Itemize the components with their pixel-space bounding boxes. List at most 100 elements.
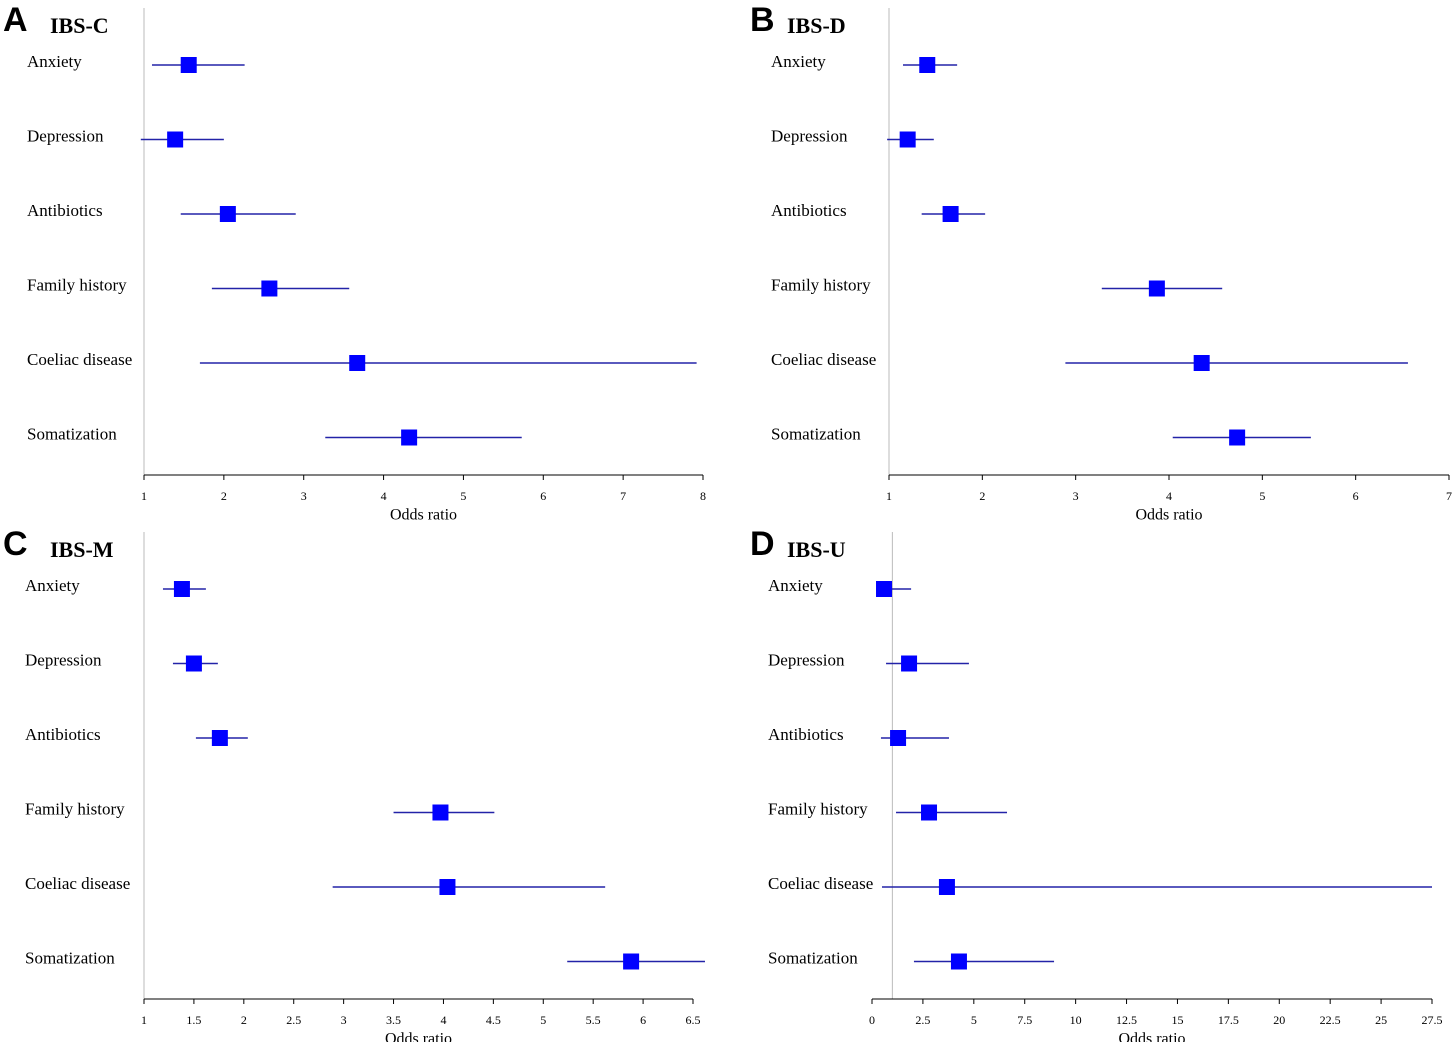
odds-ratio-marker: [1229, 429, 1246, 446]
category-label: Antibiotics: [771, 201, 847, 220]
odds-ratio-marker: [623, 953, 640, 970]
category-label: Coeliac disease: [768, 874, 873, 893]
category-label: Antibiotics: [27, 201, 103, 220]
odds-ratio-marker: [439, 879, 456, 895]
odds-ratio-marker: [432, 804, 449, 821]
odds-ratio-marker: [1193, 355, 1210, 371]
category-label: Depression: [771, 126, 848, 145]
odds-ratio-marker: [876, 581, 893, 597]
category-label: Coeliac disease: [771, 350, 876, 369]
x-tick-label: 7: [1446, 489, 1452, 503]
category-label: Antibiotics: [768, 725, 844, 744]
x-tick-label: 6.5: [686, 1013, 701, 1027]
x-tick-label: 4: [1166, 489, 1172, 503]
panel-letter: D: [750, 525, 775, 563]
x-tick-label: 3: [301, 489, 307, 503]
x-tick-label: 10: [1070, 1013, 1082, 1027]
odds-ratio-marker: [185, 655, 202, 672]
x-axis-label: Odds ratio: [1135, 507, 1202, 524]
panel-letter: A: [3, 1, 28, 39]
odds-ratio-marker: [899, 131, 916, 148]
x-axis-label: Odds ratio: [390, 507, 457, 524]
x-tick-label: 12.5: [1116, 1013, 1137, 1027]
x-axis-label: Odds ratio: [385, 1031, 452, 1042]
category-label: Depression: [27, 126, 104, 145]
x-tick-label: 6: [540, 489, 546, 503]
x-tick-label: 1: [141, 489, 147, 503]
x-tick-label: 2: [241, 1013, 247, 1027]
category-label: Family history: [768, 799, 868, 818]
odds-ratio-marker: [180, 57, 197, 73]
odds-ratio-marker: [950, 953, 967, 970]
x-tick-label: 1: [886, 489, 892, 503]
category-label: Family history: [27, 275, 127, 294]
x-tick-label: 4: [381, 489, 387, 503]
x-tick-label: 20: [1273, 1013, 1285, 1027]
x-tick-label: 3: [1073, 489, 1079, 503]
odds-ratio-marker: [938, 879, 955, 895]
category-label: Anxiety: [27, 52, 82, 71]
category-label: Family history: [25, 799, 125, 818]
x-tick-label: 5: [540, 1013, 546, 1027]
odds-ratio-marker: [219, 206, 236, 222]
x-tick-label: 27.5: [1422, 1013, 1443, 1027]
category-label: Family history: [771, 275, 871, 294]
category-label: Coeliac disease: [25, 874, 130, 893]
panel-title: IBS-U: [787, 537, 846, 562]
category-label: Depression: [768, 650, 845, 669]
x-tick-label: 2.5: [915, 1013, 930, 1027]
x-tick-label: 22.5: [1320, 1013, 1341, 1027]
odds-ratio-marker: [261, 280, 278, 297]
odds-ratio-marker: [901, 655, 918, 672]
odds-ratio-marker: [211, 730, 228, 746]
odds-ratio-marker: [167, 131, 184, 148]
odds-ratio-marker: [401, 429, 418, 446]
odds-ratio-marker: [1148, 280, 1165, 297]
x-tick-label: 3.5: [386, 1013, 401, 1027]
x-tick-label: 17.5: [1218, 1013, 1239, 1027]
x-tick-label: 5: [1259, 489, 1265, 503]
x-tick-label: 25: [1375, 1013, 1387, 1027]
category-label: Antibiotics: [25, 725, 101, 744]
category-label: Anxiety: [771, 52, 826, 71]
category-label: Depression: [25, 650, 102, 669]
x-tick-label: 5: [460, 489, 466, 503]
x-tick-label: 2.5: [286, 1013, 301, 1027]
x-tick-label: 15: [1171, 1013, 1183, 1027]
panel-title: IBS-D: [787, 13, 846, 38]
category-label: Anxiety: [768, 576, 823, 595]
x-tick-label: 1: [141, 1013, 147, 1027]
x-tick-label: 5: [971, 1013, 977, 1027]
x-tick-label: 4: [440, 1013, 446, 1027]
x-tick-label: 1.5: [186, 1013, 201, 1027]
x-tick-label: 7: [620, 489, 626, 503]
odds-ratio-marker: [349, 355, 366, 371]
x-tick-label: 0: [869, 1013, 875, 1027]
odds-ratio-marker: [919, 57, 936, 73]
odds-ratio-marker: [173, 581, 190, 597]
odds-ratio-marker: [921, 804, 938, 821]
x-tick-label: 5.5: [586, 1013, 601, 1027]
x-tick-label: 4.5: [486, 1013, 501, 1027]
panel-title: IBS-M: [50, 537, 114, 562]
x-tick-label: 7.5: [1017, 1013, 1032, 1027]
x-tick-label: 6: [640, 1013, 646, 1027]
category-label: Coeliac disease: [27, 350, 132, 369]
panel-title: IBS-C: [50, 13, 109, 38]
category-label: Anxiety: [25, 576, 80, 595]
odds-ratio-marker: [890, 730, 907, 746]
x-tick-label: 6: [1353, 489, 1359, 503]
panel-letter: B: [750, 1, 775, 39]
x-axis-label: Odds ratio: [1118, 1031, 1185, 1042]
category-label: Somatization: [25, 948, 115, 967]
x-tick-label: 2: [221, 489, 227, 503]
category-label: Somatization: [771, 424, 861, 443]
odds-ratio-marker: [942, 206, 959, 222]
x-tick-label: 2: [979, 489, 985, 503]
x-tick-label: 3: [341, 1013, 347, 1027]
category-label: Somatization: [768, 948, 858, 967]
x-tick-label: 8: [700, 489, 706, 503]
panel-letter: C: [3, 525, 28, 563]
category-label: Somatization: [27, 424, 117, 443]
